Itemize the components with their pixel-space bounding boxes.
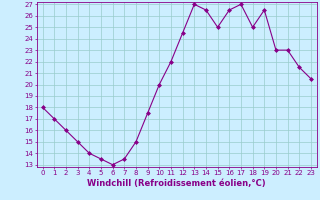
X-axis label: Windchill (Refroidissement éolien,°C): Windchill (Refroidissement éolien,°C)	[87, 179, 266, 188]
